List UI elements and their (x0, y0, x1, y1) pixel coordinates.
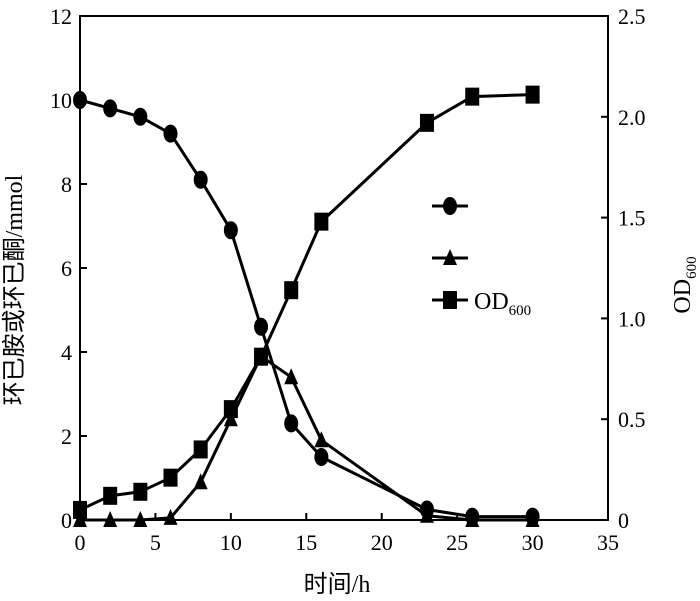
data-point-square (223, 400, 238, 419)
series-line-square (79, 93, 533, 512)
data-point-square (103, 486, 118, 505)
data-point-circle (103, 99, 118, 118)
y-left-tick-label: 10 (50, 88, 72, 113)
x-tick-label: 35 (597, 530, 619, 555)
y-right-tick-label: 0 (618, 508, 629, 533)
data-point-circle (223, 221, 238, 240)
data-point-triangle (73, 511, 87, 527)
data-point-square (163, 468, 178, 487)
data-point-square (254, 347, 269, 366)
y-axis-left-label: 环已胺或环已酮/mmol (1, 174, 28, 405)
series-circle (73, 91, 540, 526)
data-point-triangle (314, 431, 329, 448)
legend-label-main: OD (474, 289, 509, 315)
legend-marker-triangle (443, 249, 457, 265)
y-left-tick-label: 0 (61, 508, 72, 533)
data-point-square (419, 113, 434, 132)
x-tick-label: 10 (220, 530, 242, 555)
series-layer (73, 85, 540, 527)
data-point-square (73, 500, 87, 519)
x-tick-label: 30 (522, 530, 544, 555)
y-axis-right-label: OD600 (670, 256, 700, 313)
data-point-square (193, 440, 208, 459)
data-point-triangle (163, 508, 178, 525)
x-tick-label: 20 (371, 530, 393, 555)
data-point-square (314, 212, 329, 231)
data-point-triangle (133, 511, 148, 527)
y-right-tick-label: 2.5 (618, 4, 646, 29)
y-left-tick-label: 8 (61, 172, 72, 197)
x-tick-label: 0 (75, 530, 86, 555)
y-right-tick-label: 0.5 (618, 407, 646, 432)
data-point-square (284, 281, 299, 300)
data-point-triangle (284, 368, 299, 385)
legend-marker-circle (443, 197, 457, 215)
data-point-triangle (525, 511, 540, 527)
x-tick-label: 5 (150, 530, 161, 555)
y-left-tick-label: 12 (50, 4, 72, 29)
series-line-triangle (80, 354, 533, 522)
y-right-tick-label: 1.0 (618, 306, 646, 331)
legend: OD600 (432, 197, 531, 319)
data-point-circle (193, 170, 208, 189)
series-square (73, 85, 540, 519)
y-left-tick-label: 6 (61, 256, 72, 281)
legend-label-square: OD600 (474, 289, 531, 319)
y-right-tick-label: 2.0 (618, 105, 646, 130)
data-point-square (133, 482, 148, 501)
x-tick-label: 25 (446, 530, 468, 555)
data-point-circle (284, 414, 299, 433)
legend-label-sub: 600 (509, 303, 532, 319)
data-point-triangle (465, 511, 480, 527)
data-point-circle (133, 107, 148, 126)
data-point-circle (254, 317, 269, 336)
data-point-square (525, 85, 540, 104)
series-line-circle (79, 98, 533, 519)
y-left-tick-label: 2 (61, 424, 72, 449)
x-tick-label: 15 (295, 530, 317, 555)
data-point-square (465, 87, 480, 106)
data-point-triangle (223, 410, 238, 427)
y-axis-right-label-main: OD (670, 279, 696, 314)
y-left-tick-label: 4 (61, 340, 72, 365)
data-point-circle (314, 448, 329, 466)
data-point-circle (73, 91, 87, 109)
x-axis-label: 时间/h (304, 571, 371, 598)
legend-marker-square (443, 291, 457, 309)
y-axis-right-label-sub: 600 (684, 256, 700, 279)
data-point-triangle (419, 506, 434, 523)
data-point-triangle (103, 511, 118, 527)
data-point-triangle (193, 473, 208, 490)
data-point-circle (163, 124, 178, 143)
y-right-tick-label: 1.5 (618, 206, 646, 231)
